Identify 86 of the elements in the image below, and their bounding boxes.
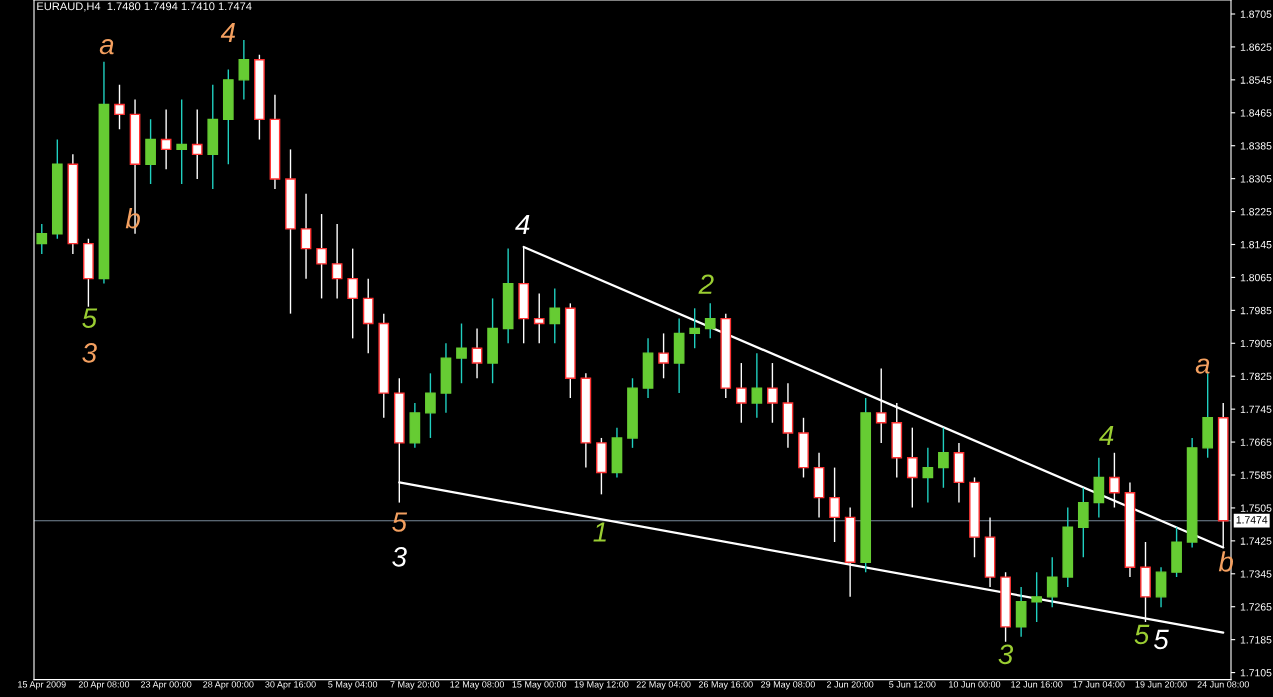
ref-line-label: 1.7474	[1236, 516, 1268, 524]
candlestick	[36, 223, 48, 255]
x-tick-label: 24 Jun 08:00	[1197, 681, 1249, 688]
y-tick-label: 1.7185	[1240, 636, 1272, 644]
annotation: 5	[1134, 624, 1150, 645]
y-tick-label: 1.7905	[1240, 339, 1272, 348]
candlestick	[1109, 452, 1120, 509]
y-tick-label: 1.7265	[1240, 603, 1272, 611]
y-tick-label: 1.7665	[1240, 438, 1272, 446]
y-tick-label: 1.7985	[1240, 306, 1272, 315]
x-tick-label: 20 Apr 08:00	[78, 681, 130, 690]
y-tick-label: 1.8545	[1240, 76, 1272, 84]
candlestick	[456, 322, 467, 384]
x-tick-label: 19 May 12:00	[574, 681, 629, 690]
y-tick-label: 1.8705	[1240, 10, 1272, 18]
candlestick	[238, 39, 250, 101]
x-tick-label: 26 May 16:00	[698, 681, 753, 690]
x-tick-label: 17 Jun 04:00	[1073, 681, 1125, 688]
x-tick-label: 15 Apr 2009	[18, 681, 66, 690]
x-tick-label: 12 Jun 16:00	[1011, 681, 1063, 688]
x-tick-label: 23 Apr 00:00	[140, 681, 192, 690]
y-tick-label: 1.8625	[1240, 43, 1272, 51]
x-tick-label: 7 May 20:00	[390, 681, 440, 690]
x-tick-label: 22 May 04:00	[636, 681, 691, 690]
y-tick-label: 1.7585	[1240, 471, 1272, 479]
candlestick	[829, 466, 840, 543]
candlestick	[191, 108, 203, 180]
annotation: 5	[1153, 629, 1169, 650]
y-tick-label: 1.7105	[1240, 669, 1272, 677]
y-tick-label: 1.8305	[1240, 175, 1272, 183]
chart-title: EURAUD,H4 1.7480 1.7494 1.7410 1.7474	[37, 2, 252, 12]
annotation: 3	[998, 644, 1014, 665]
candlestick	[704, 302, 716, 340]
annotation: a	[99, 39, 114, 55]
candlestick	[658, 332, 669, 379]
x-tick-label: 5 Jun 12:00	[889, 681, 936, 688]
candlestick	[549, 287, 561, 344]
candlestick	[751, 352, 763, 419]
candlestick	[114, 84, 125, 130]
candlestick	[471, 327, 483, 379]
annotation: 2	[698, 274, 714, 294]
y-tick-label: 1.8065	[1240, 273, 1272, 282]
candlestick	[735, 362, 747, 424]
candlestick	[875, 367, 887, 444]
candlestick	[300, 193, 312, 280]
x-tick-label: 10 Jun 00:00	[949, 681, 1001, 688]
x-tick-label: 30 Apr 16:00	[265, 681, 316, 690]
candlestick	[160, 108, 172, 170]
candlestick	[938, 426, 949, 489]
x-tick-label: 19 Jun 20:00	[1135, 681, 1187, 688]
annotation: 3	[82, 343, 97, 363]
y-tick-label: 1.8225	[1240, 208, 1272, 216]
y-tick-label: 1.7505	[1240, 504, 1272, 512]
candlestick	[533, 292, 545, 344]
annotation: 1	[593, 522, 606, 542]
x-tick-label: 15 May 00:00	[512, 681, 567, 690]
candlestick	[767, 362, 778, 424]
y-tick-label: 1.7745	[1240, 405, 1272, 414]
candlestick	[922, 447, 934, 504]
y-tick-label: 1.7345	[1240, 570, 1272, 578]
candlestick	[331, 223, 343, 300]
y-tick-label: 1.7425	[1240, 537, 1272, 545]
x-tick-label: 28 Apr 00:00	[203, 681, 254, 690]
annotation: 4	[1099, 425, 1114, 446]
candlestick	[689, 307, 701, 349]
y-tick-label: 1.7825	[1240, 372, 1272, 381]
candlestick	[425, 372, 436, 439]
candlestick	[176, 98, 188, 185]
x-tick-label: 12 May 08:00	[450, 681, 505, 690]
candlestick	[347, 247, 359, 340]
candlestick	[1031, 571, 1043, 623]
y-tick-label: 1.8465	[1240, 109, 1272, 117]
candlestick	[1046, 556, 1058, 608]
y-tick-label: 1.8145	[1240, 241, 1272, 249]
candlestick	[906, 426, 918, 509]
x-tick-label: 29 May 08:00	[761, 681, 815, 690]
annotation: 4	[515, 214, 530, 235]
x-tick-label: 5 May 04:00	[328, 681, 378, 690]
annotation: 5	[82, 308, 98, 328]
annotation: a	[1195, 358, 1210, 374]
annotation: 3	[392, 546, 407, 567]
annotation: 5	[392, 512, 408, 532]
y-tick-label: 1.8385	[1240, 142, 1272, 150]
x-tick-label: 2 Jun 20:00	[827, 681, 874, 688]
annotation: 4	[220, 22, 235, 43]
candlestick	[316, 213, 327, 300]
